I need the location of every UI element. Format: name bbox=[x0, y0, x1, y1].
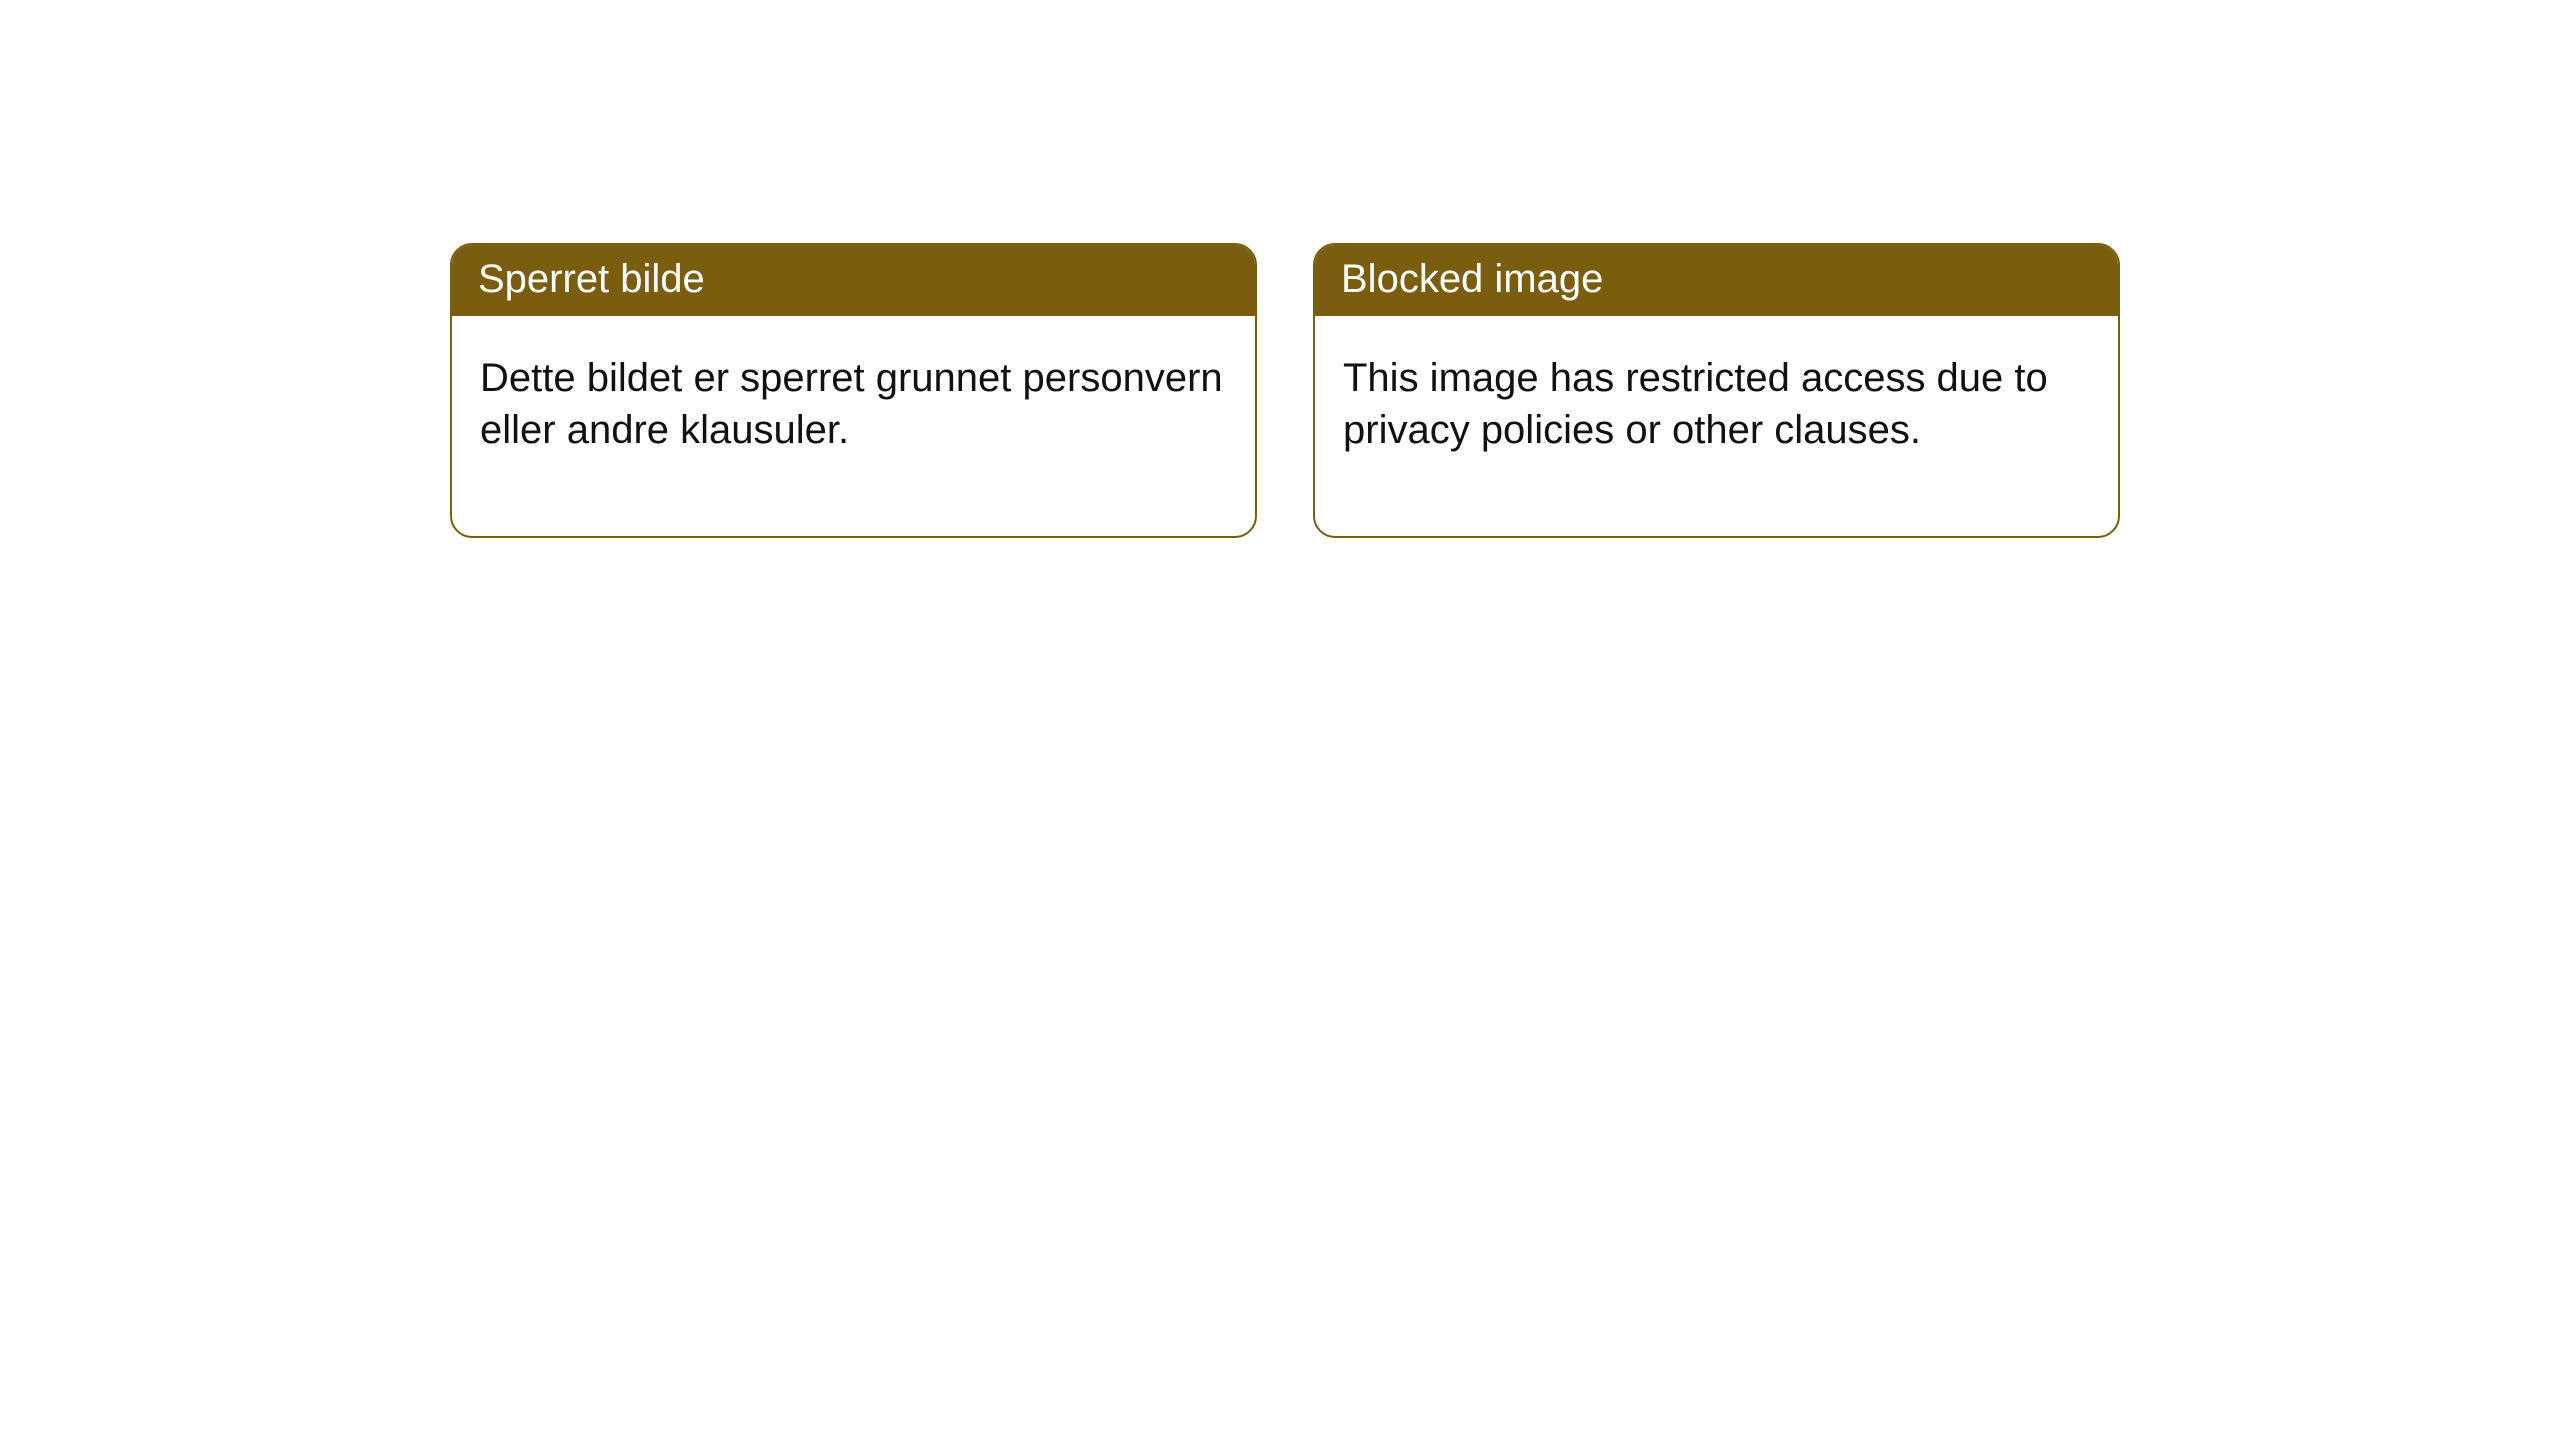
blocked-image-title-en: Blocked image bbox=[1315, 245, 2118, 316]
blocked-image-card-en: Blocked image This image has restricted … bbox=[1313, 243, 2120, 538]
blocked-image-card-no: Sperret bilde Dette bildet er sperret gr… bbox=[450, 243, 1257, 538]
blocked-image-notice-container: Sperret bilde Dette bildet er sperret gr… bbox=[450, 243, 2120, 538]
blocked-image-body-en: This image has restricted access due to … bbox=[1315, 316, 2118, 536]
blocked-image-title-no: Sperret bilde bbox=[452, 245, 1255, 316]
blocked-image-body-no: Dette bildet er sperret grunnet personve… bbox=[452, 316, 1255, 536]
